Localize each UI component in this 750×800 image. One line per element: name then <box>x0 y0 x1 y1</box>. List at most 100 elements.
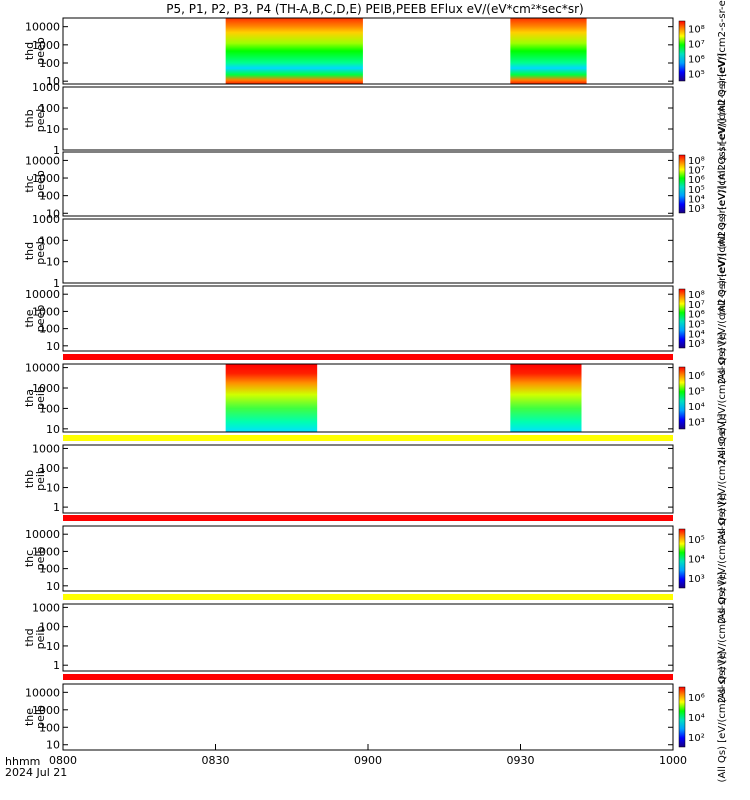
y-axis-label-line: peib <box>34 547 47 571</box>
y-axis-label: thbpeib <box>23 467 47 491</box>
y-axis-label-line: thd <box>23 628 36 646</box>
panel-frame <box>62 525 674 592</box>
y-axis-label-line: peib <box>34 467 47 491</box>
colorbar-tick-label: 10⁶ <box>688 310 705 321</box>
colorbar-label: (All Qs) [eV/(cm2-s-sr-eV)] <box>717 413 728 544</box>
y-tick-label: 1 <box>53 501 60 514</box>
panel-9: 1 10 100 1000 thdpeib (All Qs) [eV/(cm2-s-sr-… <box>23 572 728 703</box>
y-tick-label: 10 <box>46 423 60 436</box>
panel-10: 10 100 1000 10000 thepeib 10² 10⁴ 10⁶ (All Qs) [… <box>23 651 728 782</box>
y-axis-label-line: the <box>23 708 36 726</box>
colorbar-tick-label: 10⁶ <box>688 175 705 186</box>
y-axis-label: thepeeb <box>23 305 47 333</box>
colorbar-label: (All Qs) [eV/(cm2-s-sr-eV)] <box>717 185 728 316</box>
colorbar-tick-label: 10⁵ <box>688 535 705 546</box>
y-axis-label-line: thc <box>23 550 36 567</box>
colorbar <box>678 154 686 214</box>
y-axis-label-line: peib <box>34 626 47 650</box>
y-tick-label: 1 <box>53 277 60 290</box>
y-tick-label: 1000 <box>32 704 60 717</box>
y-tick-label: 10 <box>46 256 60 269</box>
spectrogram-block <box>510 364 582 432</box>
colorbar <box>678 686 686 748</box>
x-tick-label: 1000 <box>659 754 687 767</box>
panel-5: 10100100010000thepeeb10³10⁴10⁵10⁶10⁷10⁸(… <box>23 253 728 384</box>
y-axis-label-line: thc <box>23 175 36 192</box>
y-tick-label: 10000 <box>25 528 60 541</box>
panel-1: 10 100 1000 10000 thdpeeb 10⁵ 10⁶ 10⁷ 10⁸ (All Qs… <box>23 0 728 116</box>
x-tick-label: 0900 <box>354 754 382 767</box>
y-axis-label: thcpeeb <box>23 170 47 198</box>
y-tick-label: 1 <box>53 144 60 157</box>
x-tick-label: 0800 <box>49 754 77 767</box>
colorbar-tick-label: 10³ <box>688 574 705 585</box>
colorbar <box>678 528 686 589</box>
y-axis-label-line: peib <box>34 705 47 729</box>
panel-frame <box>62 218 674 284</box>
colorbar-tick-label: 10² <box>688 733 705 744</box>
y-axis-label: thepeib <box>23 705 47 729</box>
colorbar-tick-label: 10⁸ <box>688 290 705 301</box>
y-tick-label: 10000 <box>25 362 60 375</box>
y-axis-label-line: thd <box>23 42 36 60</box>
y-axis-label-line: peeb <box>34 37 47 65</box>
y-tick-label: 10000 <box>25 686 60 699</box>
panel-frame <box>62 86 674 151</box>
colorbar-tick-label: 10⁴ <box>688 713 705 724</box>
colorbar-tick-label: 10³ <box>688 417 705 428</box>
y-tick-label: 100 <box>39 462 60 475</box>
colorbar-tick-label: 10⁸ <box>688 156 705 167</box>
spectrogram-block <box>225 364 318 432</box>
y-tick-label: 10 <box>46 640 60 653</box>
y-tick-label: 1000 <box>32 39 60 52</box>
y-tick-label: 1000 <box>32 213 60 226</box>
colorbar-label: (All Qs) [eV/(cm2-s-sr-eV)] <box>717 493 728 624</box>
colorbar-label: (All Qs) [eV/(cm2-s-sr-eV)] <box>717 651 728 782</box>
panel-frame <box>62 603 674 672</box>
y-tick-label: 100 <box>39 57 60 70</box>
y-tick-label: 1000 <box>32 305 60 318</box>
y-axis-label-line: peeb <box>34 237 47 265</box>
panel-frame <box>62 285 674 352</box>
spectrogram-block <box>225 18 363 84</box>
panel-frame <box>62 17 674 85</box>
colorbar-label: (All Qs) [eV/(cm2-s-sr-eV)] <box>717 253 728 384</box>
y-tick-label: 1000 <box>32 601 60 614</box>
colorbar-tick-label: 10⁷ <box>688 300 705 311</box>
y-tick-label: 1000 <box>32 81 60 94</box>
panel-4: 1 10 100 1000 thdpeeb (All Qs) [eV/(cm2-s-sr-… <box>23 185 728 316</box>
figure-title: P5, P1, P2, P3, P4 (TH-A,B,C,D,E) PEIB,P… <box>166 2 583 16</box>
panel-frame <box>62 363 674 433</box>
y-axis-label-line: thd <box>23 242 36 260</box>
status-bar <box>63 515 673 521</box>
y-tick-label: 10 <box>46 340 60 353</box>
y-tick-label: 100 <box>39 721 60 734</box>
panel-2: 1 10 100 1000 thbpeeb (All Qs) [eV/(cm2-s-sr-… <box>23 53 728 184</box>
status-bar <box>63 674 673 680</box>
x-tick-label: 0930 <box>507 754 535 767</box>
y-tick-label: 1000 <box>32 442 60 455</box>
y-tick-label: 1000 <box>32 382 60 395</box>
panel-8: 10 100 1000 10000 thcpeib 10³ 10⁴ 10⁵ (All Qs) [… <box>23 493 728 624</box>
colorbar-tick-label: 10⁵ <box>688 70 705 81</box>
panel-frame <box>62 151 674 217</box>
colorbar-tick-label: 10⁶ <box>688 55 705 66</box>
colorbar-tick-label: 10³ <box>688 204 705 215</box>
y-tick-label: 10 <box>46 207 60 220</box>
y-axis-label-line: the <box>23 309 36 327</box>
y-tick-label: 100 <box>39 190 60 203</box>
y-tick-label: 100 <box>39 234 60 247</box>
colorbar-tick-label: 10⁷ <box>688 166 705 177</box>
colorbar <box>678 20 686 82</box>
status-bar <box>63 354 673 360</box>
y-tick-label: 10000 <box>25 288 60 301</box>
y-tick-label: 100 <box>39 102 60 115</box>
y-tick-label: 1 <box>53 659 60 672</box>
y-tick-label: 10 <box>46 482 60 495</box>
y-tick-label: 100 <box>39 563 60 576</box>
colorbar-tick-label: 10³ <box>688 339 705 350</box>
colorbar-tick-label: 10⁴ <box>688 195 705 206</box>
